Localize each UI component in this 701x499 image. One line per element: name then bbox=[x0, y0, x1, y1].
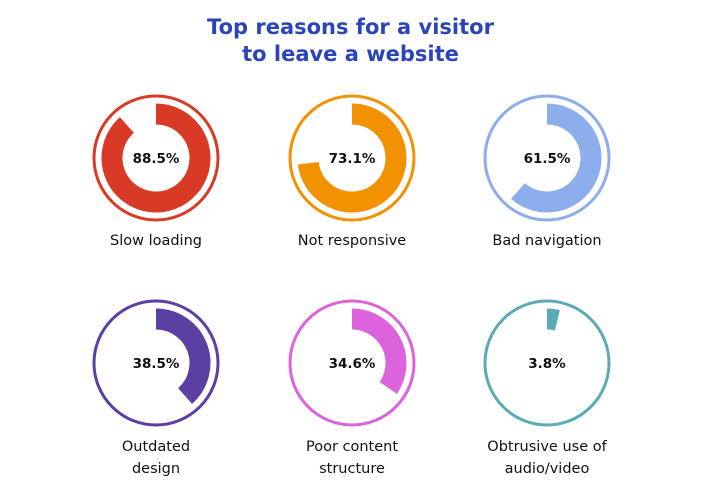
category-label-4: Outdated design bbox=[56, 436, 256, 480]
chart-title: Top reasons for a visitor to leave a web… bbox=[0, 14, 701, 68]
category-label-2: Not responsive bbox=[252, 230, 452, 252]
value-label-6: 3.8% bbox=[528, 356, 566, 372]
donut-arc-1 bbox=[101, 103, 211, 213]
chart-title-line-2: to leave a website bbox=[242, 42, 459, 66]
category-label-6-line-2: audio/video bbox=[504, 461, 590, 477]
value-label-1: 88.5% bbox=[133, 151, 180, 167]
category-label-2-line-1: Not responsive bbox=[297, 233, 407, 249]
donut-ring-6 bbox=[483, 299, 611, 427]
donut-ring-3 bbox=[483, 94, 611, 222]
value-label-3: 61.5% bbox=[524, 151, 571, 167]
category-label-1: Slow loading bbox=[56, 230, 256, 252]
donut-ring-1 bbox=[92, 94, 220, 222]
category-label-4-line-1: Outdated bbox=[121, 439, 191, 455]
category-label-5-line-2: structure bbox=[319, 461, 385, 477]
donut-arc-2 bbox=[297, 103, 407, 213]
category-label-3: Bad navigation bbox=[447, 230, 647, 252]
category-label-1-line-1: Slow loading bbox=[110, 233, 202, 249]
category-label-5-line-1: Poor content bbox=[305, 439, 399, 455]
category-label-6-line-1: Obtrusive use of bbox=[487, 439, 607, 455]
donut-ring-2 bbox=[288, 94, 416, 222]
category-label-6: Obtrusive use of audio/video bbox=[447, 436, 647, 480]
donut-arc-3 bbox=[510, 103, 602, 213]
category-label-3-line-1: Bad navigation bbox=[492, 233, 602, 249]
donut-ring-5 bbox=[288, 299, 416, 427]
value-label-4: 38.5% bbox=[133, 356, 180, 372]
donut-ring-4 bbox=[92, 299, 220, 427]
category-label-5: Poor content structure bbox=[252, 436, 452, 480]
donut-arc-6 bbox=[546, 308, 560, 331]
donut-arc-5 bbox=[351, 308, 407, 394]
chart-title-line-1: Top reasons for a visitor bbox=[207, 15, 494, 39]
donut-arc-4 bbox=[155, 308, 211, 404]
category-label-4-line-2: design bbox=[131, 461, 181, 477]
value-label-2: 73.1% bbox=[329, 151, 376, 167]
value-label-5: 34.6% bbox=[329, 356, 376, 372]
